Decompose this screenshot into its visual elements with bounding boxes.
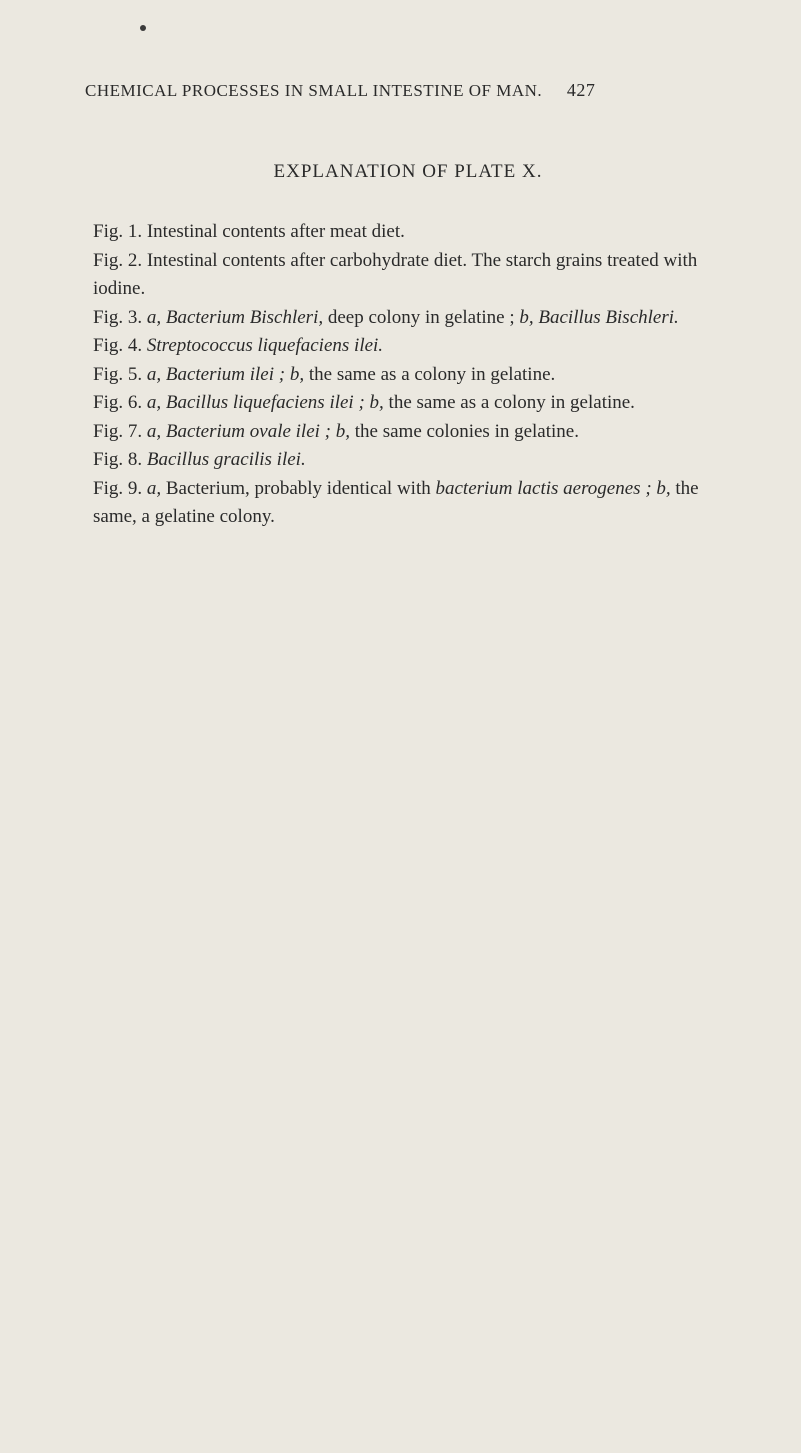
fig-text: deep colony in gelatine ; (328, 307, 520, 328)
running-title: CHEMICAL PROCESSES IN SMALL INTESTINE OF… (85, 81, 542, 100)
fig-b: b, (519, 307, 533, 328)
fig-b: b, (656, 478, 670, 499)
fig-label: Fig. 6. (93, 392, 142, 413)
fig-a: a, (147, 364, 161, 385)
fig-label: Fig. 7. (93, 421, 142, 442)
fig-text: Intestinal contents after meat diet. (147, 221, 405, 242)
fig-species: Streptococcus liquefaciens ilei. (147, 335, 383, 356)
plate-title: EXPLANATION OF PLATE X. (75, 161, 741, 183)
fig-species: Bacterium ilei ; (166, 364, 290, 385)
fig-label: Fig. 4. (93, 335, 142, 356)
fig-a: a, (147, 307, 161, 328)
figure-entry-1: Fig. 1. Intestinal contents after meat d… (75, 218, 741, 247)
figure-entry-2: Fig. 2. Intestinal contents after carboh… (75, 247, 741, 304)
fig-b: b, (370, 392, 384, 413)
fig-label: Fig. 1. (93, 221, 142, 242)
fig-a: a, (147, 421, 161, 442)
fig-species: Bacillus Bischleri. (538, 307, 678, 328)
fig-a: a, (147, 478, 161, 499)
fig-label: Fig. 2. (93, 250, 142, 271)
fig-species: Bacterium Bischleri, (166, 307, 323, 328)
fig-label: Fig. 8. (93, 449, 142, 470)
fig-label: Fig. 3. (93, 307, 142, 328)
figure-entry-4: Fig. 4. Streptococcus liquefaciens ilei. (75, 332, 741, 361)
page-number: 427 (567, 80, 596, 100)
fig-species: bacterium lactis aerogenes ; (435, 478, 656, 499)
figure-list: Fig. 1. Intestinal contents after meat d… (75, 218, 741, 532)
fig-text: the same as a colony in gelatine. (389, 392, 635, 413)
fig-label: Fig. 9. (93, 478, 142, 499)
figure-entry-3: Fig. 3. a, Bacterium Bischleri, deep col… (75, 304, 741, 333)
running-header: CHEMICAL PROCESSES IN SMALL INTESTINE OF… (75, 80, 741, 101)
fig-species: Bacillus liquefaciens ilei ; (166, 392, 370, 413)
fig-text: Bacterium, probably identical with (166, 478, 436, 499)
fig-text: the same colonies in gelatine. (355, 421, 579, 442)
fig-text: the same as a colony in gelatine. (309, 364, 555, 385)
fig-b: b, (336, 421, 350, 442)
figure-entry-9: Fig. 9. a, Bacterium, probably identical… (75, 475, 741, 532)
page-mark-dot (140, 25, 146, 31)
fig-a: a, (147, 392, 161, 413)
fig-label: Fig. 5. (93, 364, 142, 385)
figure-entry-5: Fig. 5. a, Bacterium ilei ; b, the same … (75, 361, 741, 390)
fig-species: Bacterium ovale ilei ; (166, 421, 336, 442)
figure-entry-7: Fig. 7. a, Bacterium ovale ilei ; b, the… (75, 418, 741, 447)
figure-entry-6: Fig. 6. a, Bacillus liquefaciens ilei ; … (75, 389, 741, 418)
fig-b: b, (290, 364, 304, 385)
figure-entry-8: Fig. 8. Bacillus gracilis ilei. (75, 446, 741, 475)
fig-text: Intestinal contents after carbohydrate d… (93, 250, 697, 300)
fig-species: Bacillus gracilis ilei. (147, 449, 306, 470)
